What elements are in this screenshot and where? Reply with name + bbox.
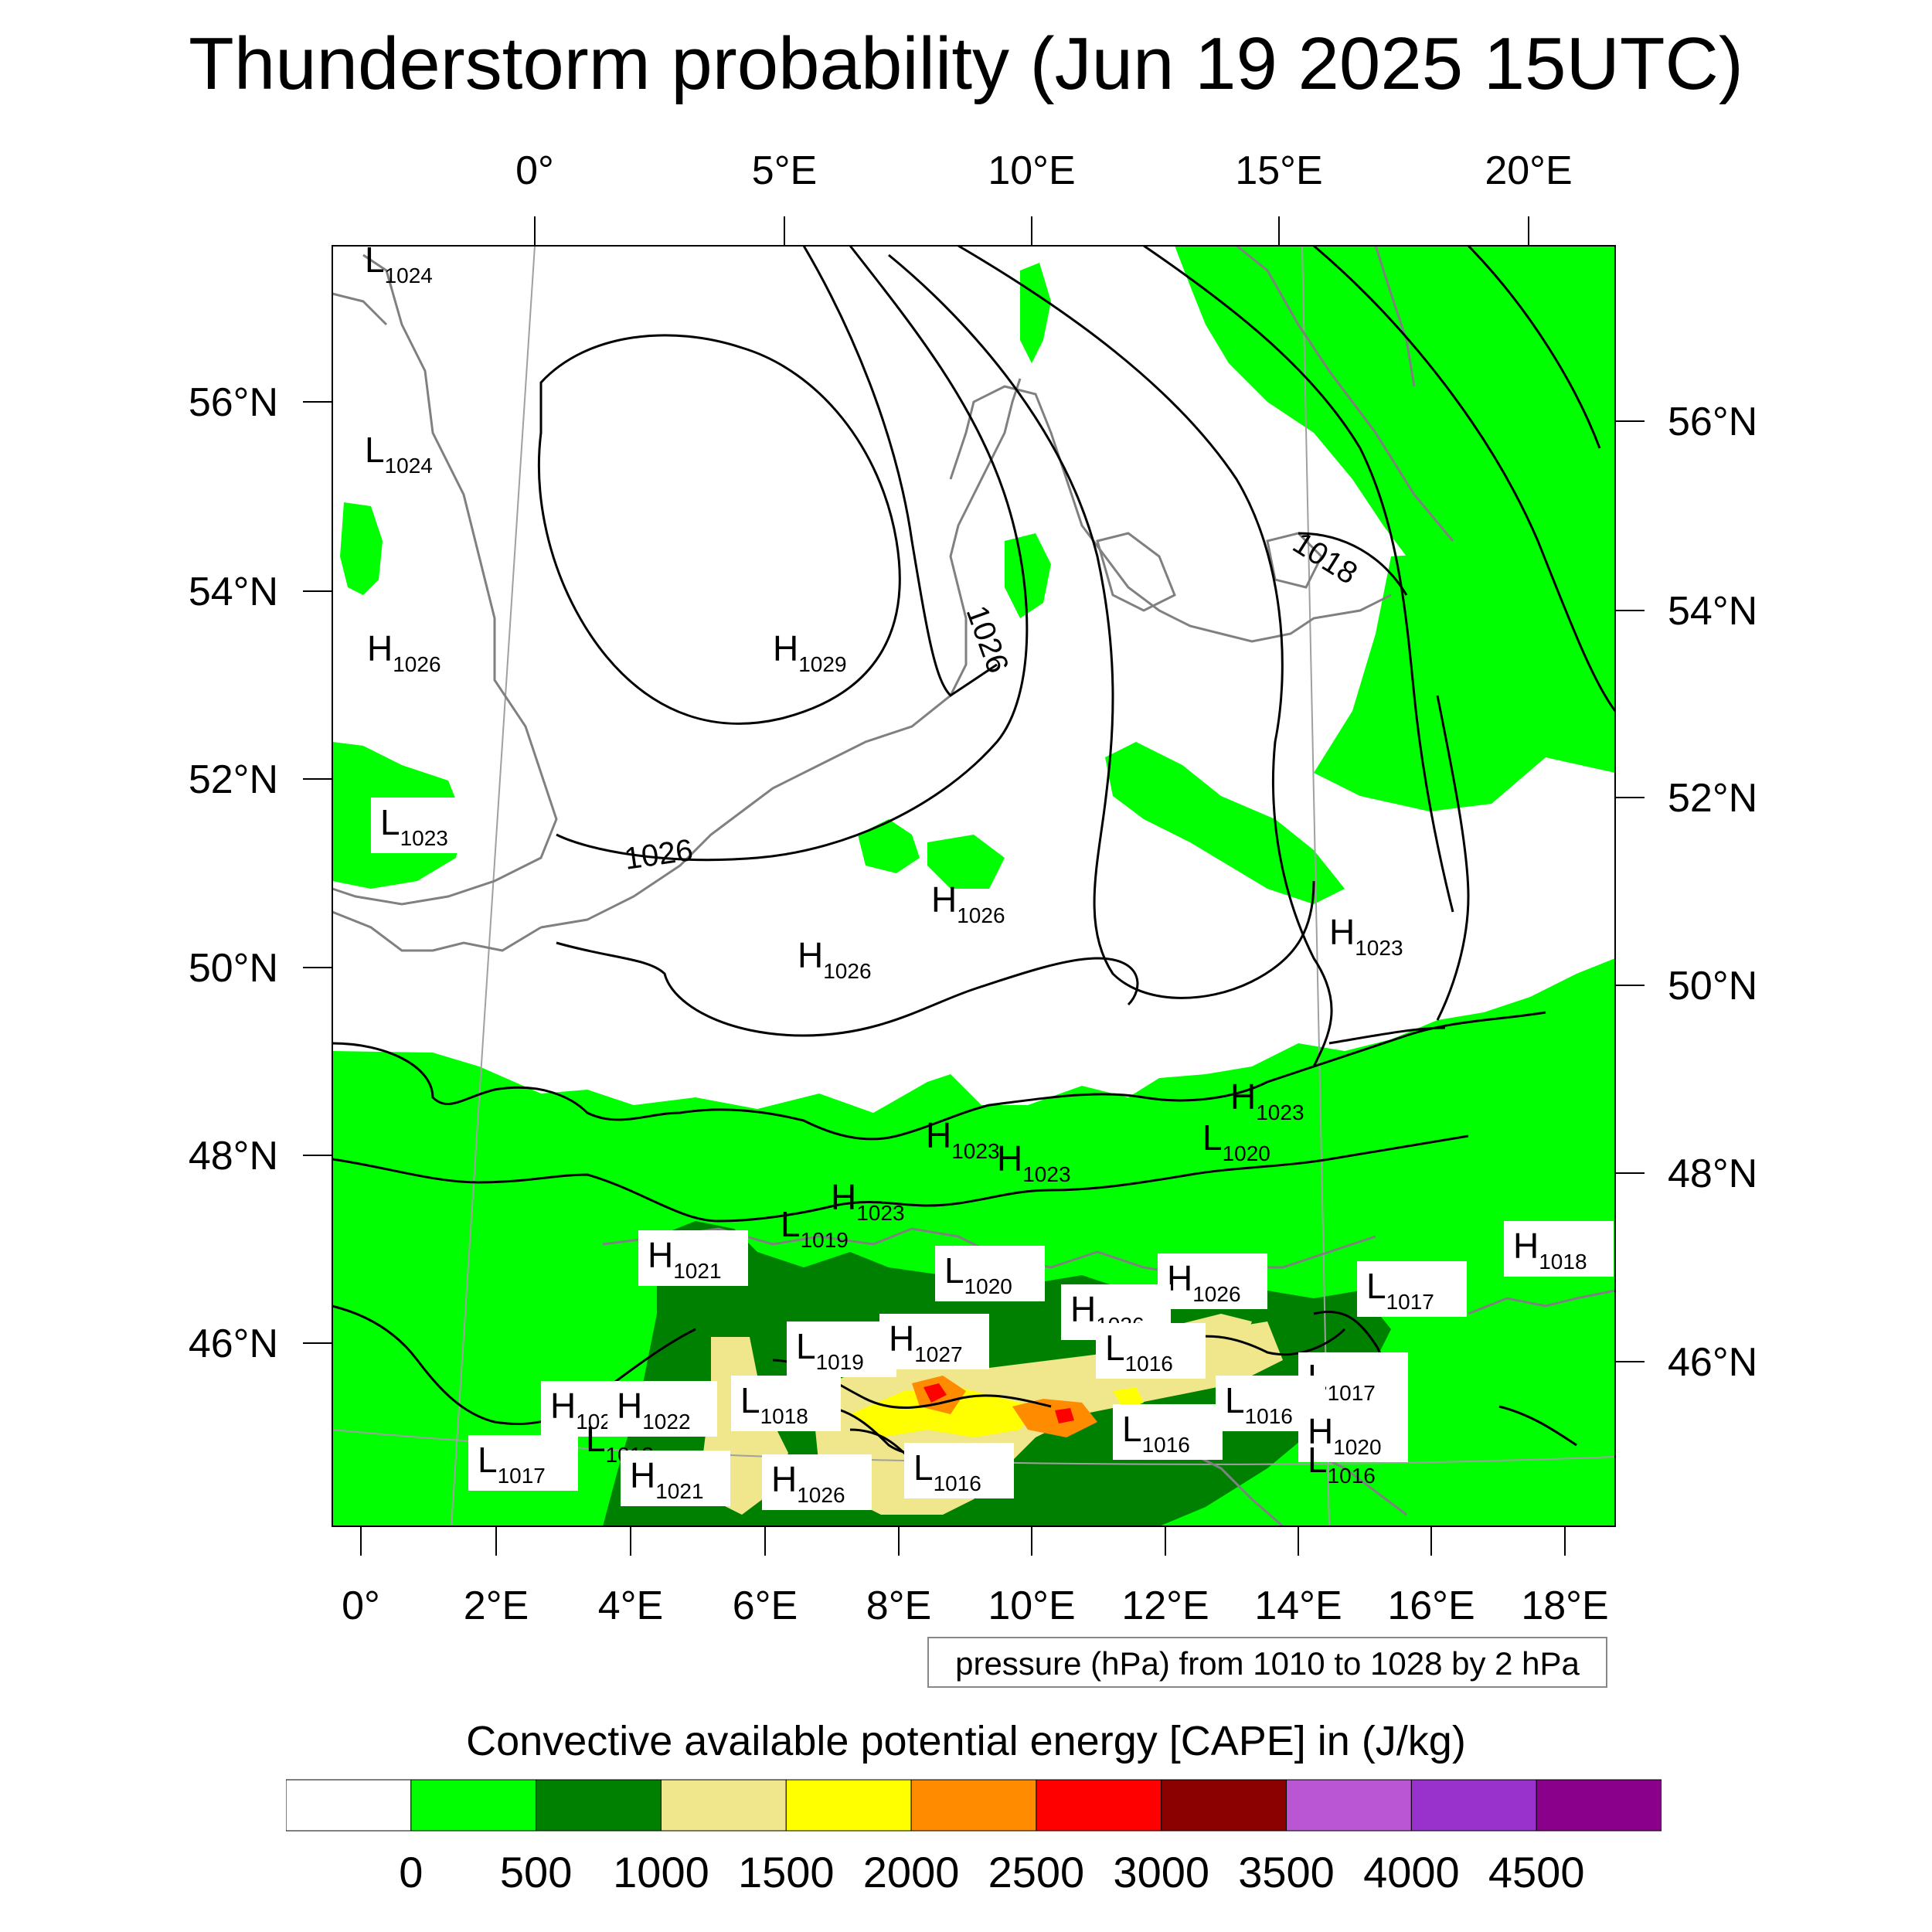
colorbar-swatch <box>1036 1779 1162 1832</box>
lon-label-bottom: 0° <box>342 1583 380 1628</box>
low-pressure-label: L1024 <box>365 240 433 287</box>
lon-label-top: 10°E <box>988 148 1075 193</box>
colorbar-swatch <box>785 1779 912 1832</box>
right-lat-labels: 56°N 54°N 52°N 50°N 48°N 46°N <box>1668 400 1757 1385</box>
high-pressure-label: H1021 <box>621 1451 730 1506</box>
high-pressure-label: H1027 <box>879 1314 989 1369</box>
low-pressure-label: L1017 <box>468 1435 578 1491</box>
low-pressure-label: L1016 <box>1113 1404 1223 1460</box>
top-ticks <box>534 216 1529 246</box>
colorbar-swatch <box>410 1779 537 1832</box>
right-ticks <box>1615 420 1645 1362</box>
lon-label-bottom: 18°E <box>1521 1583 1608 1628</box>
lat-label-left: 56°N <box>189 380 278 425</box>
lat-label-right: 56°N <box>1668 400 1757 444</box>
lon-label-bottom: 16°E <box>1387 1583 1475 1628</box>
colorbar-swatch <box>1536 1779 1662 1832</box>
colorbar-label: 2500 <box>988 1848 1085 1896</box>
pressure-note: pressure (hPa) from 1010 to 1028 by 2 hP… <box>927 1637 1607 1688</box>
lon-label-bottom: 2°E <box>464 1583 529 1628</box>
lat-label-right: 46°N <box>1668 1340 1757 1385</box>
high-pressure-label: H1022 <box>607 1381 717 1437</box>
lon-label-bottom: 10°E <box>988 1583 1075 1628</box>
lon-label-bottom: 14°E <box>1254 1583 1342 1628</box>
lon-label-bottom: 6°E <box>733 1583 798 1628</box>
colorbar-label: 3000 <box>1113 1848 1210 1896</box>
colorbar <box>286 1779 1662 1832</box>
colorbar-swatch <box>286 1779 412 1832</box>
lon-label-top: 5°E <box>752 148 817 193</box>
low-pressure-label: L1016 <box>1216 1376 1325 1431</box>
colorbar-label: 1000 <box>613 1848 709 1896</box>
colorbar-label: 4000 <box>1363 1848 1460 1896</box>
colorbar-swatch <box>910 1779 1037 1832</box>
low-pressure-label: L1018 <box>731 1376 841 1431</box>
lon-label-top: 20°E <box>1485 148 1572 193</box>
top-lon-labels: 0° 5°E 10°E 15°E 20°E <box>515 148 1573 193</box>
lon-label-bottom: 4°E <box>598 1583 663 1628</box>
high-pressure-label: H1026 <box>1158 1253 1267 1309</box>
low-pressure-label: L1019 <box>787 1321 896 1377</box>
lon-label-bottom: 8°E <box>866 1583 931 1628</box>
bottom-lon-labels: 0° 2°E 4°E 6°E 8°E 10°E 12°E 14°E 16°E 1… <box>342 1583 1609 1628</box>
colorbar-swatch <box>660 1779 787 1832</box>
lat-label-left: 48°N <box>189 1134 278 1179</box>
colorbar-labels: 0 500 1000 1500 2000 2500 3000 3500 4000 4500 <box>0 1847 1932 1901</box>
colorbar-label: 3500 <box>1238 1848 1335 1896</box>
colorbar-swatch <box>536 1779 662 1832</box>
map-title: Thunderstorm probability (Jun 19 2025 15… <box>189 22 1743 105</box>
map-frame <box>332 245 1616 1527</box>
lat-label-left: 46°N <box>189 1321 278 1366</box>
lon-label-top: 15°E <box>1235 148 1322 193</box>
colorbar-swatch <box>1161 1779 1287 1832</box>
low-pressure-label: L1023 <box>371 798 481 853</box>
lon-label-top: 0° <box>515 148 554 193</box>
left-lat-labels: 56°N 54°N 52°N 50°N 48°N 46°N <box>189 380 278 1366</box>
low-pressure-label: L1016 <box>904 1443 1014 1498</box>
svg-text:L1024: L1024 <box>365 240 433 287</box>
svg-text:H1029: H1029 <box>773 628 847 676</box>
high-pressure-label: H1026 <box>762 1454 872 1510</box>
high-pressure-label: H1029 <box>773 628 847 676</box>
cape-shading-high <box>850 1376 1144 1437</box>
colorbar-swatch <box>1286 1779 1412 1832</box>
lat-label-right: 50°N <box>1668 964 1757 1009</box>
colorbar-label: 1500 <box>737 1848 835 1896</box>
low-pressure-label: L1020 <box>935 1246 1045 1301</box>
colorbar-label: 4500 <box>1488 1848 1585 1896</box>
left-ticks <box>303 401 332 1344</box>
lat-label-right: 48°N <box>1668 1151 1757 1196</box>
colorbar-label: 500 <box>499 1848 573 1896</box>
bottom-ticks <box>360 1526 1566 1556</box>
colorbar-label: 2000 <box>862 1848 960 1896</box>
lon-label-bottom: 12°E <box>1121 1583 1209 1628</box>
lat-label-right: 54°N <box>1668 589 1757 634</box>
colorbar-label: 0 <box>399 1848 423 1896</box>
lat-label-left: 52°N <box>189 757 278 802</box>
high-pressure-label: H1018 <box>1504 1221 1614 1277</box>
lat-label-right: 52°N <box>1668 776 1757 821</box>
low-pressure-label: L1017 <box>1357 1261 1467 1317</box>
colorbar-swatch <box>1410 1779 1537 1832</box>
low-pressure-label: L1016 <box>1096 1323 1206 1379</box>
lat-label-left: 50°N <box>189 946 278 991</box>
high-pressure-label: H1021 <box>638 1230 748 1286</box>
lat-label-left: 54°N <box>189 570 278 614</box>
colorbar-title: Convective available potential energy [C… <box>466 1718 1466 1764</box>
high-pressure-label: H1020 <box>1298 1406 1408 1462</box>
